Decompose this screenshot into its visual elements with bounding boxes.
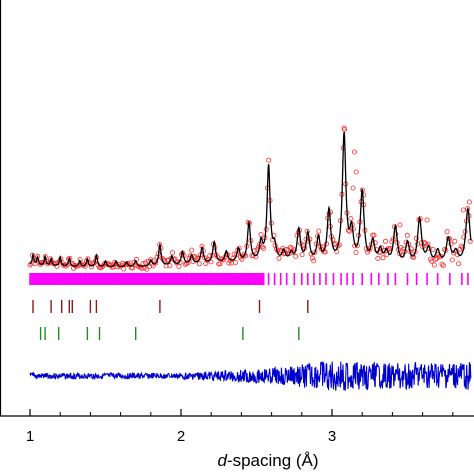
x-tick-label: 1: [26, 428, 34, 445]
observed-point: [382, 238, 388, 244]
observed-point: [182, 261, 188, 267]
observed-point: [372, 240, 378, 246]
observed-point: [217, 261, 223, 267]
observed-point: [341, 125, 347, 131]
observed-point: [353, 169, 359, 175]
difference-line: [29, 361, 472, 391]
observed-point: [266, 157, 272, 163]
observed-point: [203, 261, 209, 267]
observed-point: [169, 250, 175, 256]
observed-point: [413, 235, 419, 241]
observed-point: [208, 259, 214, 265]
observed-point: [444, 229, 450, 235]
observed-point: [153, 260, 159, 266]
x-axis-title-rest: -spacing (Å): [227, 451, 319, 470]
observed-point: [330, 236, 336, 242]
calculated-profile-line: [29, 131, 472, 268]
observed-point: [232, 259, 238, 265]
observed-point: [258, 231, 264, 237]
observed-point: [397, 222, 403, 228]
observed-point: [261, 245, 267, 251]
observed-point: [433, 256, 439, 262]
observed-point: [144, 266, 150, 272]
observed-point: [442, 246, 448, 252]
observed-point: [309, 255, 315, 261]
observed-point: [196, 261, 202, 267]
observed-point: [259, 244, 265, 250]
observed-point: [440, 263, 446, 269]
observed-point: [457, 246, 463, 252]
observed-point: [429, 258, 435, 264]
observed-point: [288, 244, 294, 250]
observed-point: [352, 149, 358, 155]
phase-1-reflection-ticks: [29, 273, 469, 285]
observed-point: [45, 261, 51, 267]
observed-point: [404, 232, 410, 238]
observed-point: [430, 246, 436, 252]
phase-2-reflection-ticks: [32, 300, 309, 313]
observed-point: [459, 245, 465, 251]
x-axis-title: d-spacing (Å): [217, 451, 318, 470]
observed-point: [449, 257, 455, 263]
observed-point: [452, 238, 458, 244]
observed-point: [189, 247, 195, 253]
observed-point: [424, 217, 430, 223]
observed-point: [460, 207, 466, 213]
x-axis-title-italic: d: [217, 451, 227, 470]
observed-point: [63, 263, 69, 269]
x-tick-label: 2: [177, 428, 185, 445]
observed-point: [193, 254, 199, 260]
x-axis-ticks: 1 2 3: [26, 409, 454, 445]
observed-point: [389, 239, 395, 245]
observed-point: [99, 264, 105, 270]
observed-point: [276, 255, 282, 261]
observed-point: [375, 255, 381, 261]
observed-point: [350, 185, 356, 191]
calculated-profile-layer: [29, 131, 472, 268]
observed-point: [431, 262, 437, 268]
difference-curve-layer: [29, 361, 472, 391]
observed-point: [312, 249, 318, 255]
plot-frame: [0, 0, 474, 417]
observed-point: [311, 258, 317, 264]
observed-point: [185, 260, 191, 266]
observed-point: [380, 255, 386, 261]
observed-point: [456, 261, 462, 267]
observed-point: [353, 249, 359, 255]
x-tick-label: 3: [328, 428, 336, 445]
observed-point: [226, 260, 232, 266]
observed-point: [348, 216, 354, 222]
observed-point: [167, 263, 173, 269]
observed-point: [316, 228, 322, 234]
observed-point: [293, 253, 299, 259]
observed-point: [299, 252, 305, 258]
observed-point: [371, 232, 377, 238]
observed-point: [336, 242, 342, 248]
observed-point: [27, 262, 33, 268]
observed-point: [121, 266, 127, 272]
observed-point: [176, 263, 182, 269]
observed-point: [461, 234, 467, 240]
observed-point: [466, 199, 472, 205]
phase-3-reflection-ticks: [39, 327, 300, 340]
